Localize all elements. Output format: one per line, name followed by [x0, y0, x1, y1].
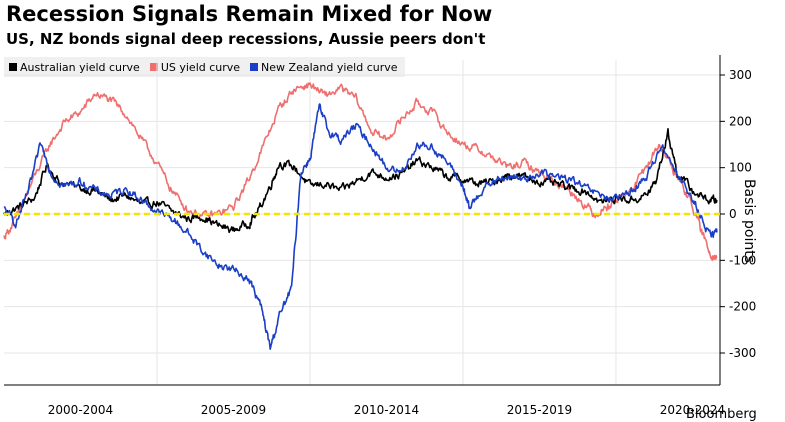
legend-swatch-australian — [9, 63, 17, 71]
y-tick-label: 0 — [729, 207, 737, 221]
y-tick-label: -300 — [729, 346, 756, 360]
legend-label-new-zealand: New Zealand yield curve — [261, 60, 398, 74]
y-tick-label: 200 — [729, 114, 752, 128]
chart-subtitle: US, NZ bonds signal deep recessions, Aus… — [6, 30, 486, 48]
x-tick-label: 2000-2004 — [48, 403, 113, 417]
series-line-us — [3, 82, 718, 261]
chart-title: Recession Signals Remain Mixed for Now — [6, 2, 493, 26]
x-tick-label: 2005-2009 — [201, 403, 266, 417]
legend-swatch-us — [149, 63, 158, 71]
x-tick-label: 2015-2019 — [507, 403, 572, 417]
y-tick-label: 300 — [729, 68, 752, 82]
legend-item-new-zealand: New Zealand yield curve — [250, 60, 398, 74]
series-line-australian — [3, 128, 718, 234]
x-tick-label: 2010-2014 — [354, 403, 419, 417]
series-line-new-zealand — [3, 103, 718, 350]
legend-label-australian: Australian yield curve — [20, 60, 140, 74]
legend-item-us: US yield curve — [149, 60, 241, 74]
legend-label-us: US yield curve — [160, 60, 241, 74]
legend-item-australian: Australian yield curve — [9, 61, 140, 74]
legend-swatch-new-zealand — [250, 63, 259, 71]
y-axis-label: Basis points — [741, 178, 757, 264]
y-tick-label: -200 — [729, 300, 756, 314]
source-label: Bloomberg — [686, 407, 757, 422]
chart-legend: Australian yield curve US yield curve Ne… — [4, 57, 405, 77]
y-tick-label: 100 — [729, 161, 752, 175]
x-tick-label: 2020-2024 — [660, 403, 725, 417]
y-tick-label: -100 — [729, 253, 756, 267]
